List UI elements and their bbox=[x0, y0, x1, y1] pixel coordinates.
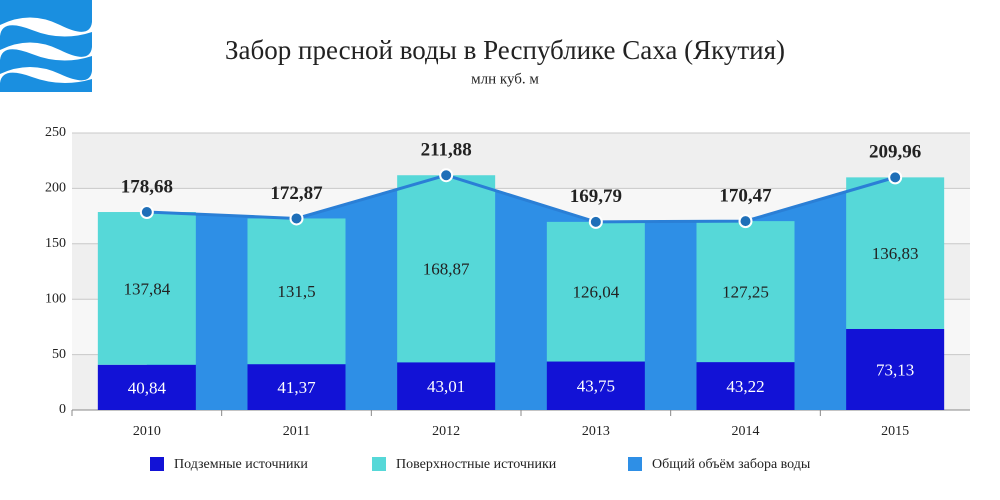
total-marker bbox=[139, 205, 154, 220]
total-marker bbox=[289, 211, 304, 226]
data-label: 43,01 bbox=[427, 377, 465, 396]
legend-swatch bbox=[628, 457, 642, 471]
legend-label: Подземные источники bbox=[174, 457, 308, 472]
data-label: 73,13 bbox=[876, 360, 914, 379]
data-label: 137,84 bbox=[123, 279, 170, 298]
y-tick-label: 0 bbox=[59, 402, 66, 417]
data-label: 40,84 bbox=[128, 378, 167, 397]
x-tick-label: 2010 bbox=[133, 424, 161, 439]
x-tick-label: 2014 bbox=[732, 424, 760, 439]
total-label: 209,96 bbox=[869, 142, 921, 163]
data-label: 136,83 bbox=[872, 244, 919, 263]
grid-band bbox=[72, 133, 970, 189]
y-tick-label: 150 bbox=[45, 236, 66, 251]
legend-swatch bbox=[150, 457, 164, 471]
data-label: 43,22 bbox=[726, 377, 764, 396]
data-label: 41,37 bbox=[277, 378, 316, 397]
data-label: 43,75 bbox=[577, 377, 615, 396]
data-label: 127,25 bbox=[722, 283, 769, 302]
legend-label: Поверхностные источники bbox=[396, 457, 557, 472]
total-label: 170,47 bbox=[719, 185, 772, 206]
bar-segment bbox=[546, 221, 645, 362]
x-tick-label: 2015 bbox=[881, 424, 909, 439]
bar-segment bbox=[546, 361, 645, 410]
bar-segment bbox=[247, 218, 346, 365]
total-line bbox=[146, 173, 896, 224]
y-tick-label: 100 bbox=[45, 291, 66, 306]
bar-segment bbox=[846, 177, 945, 329]
total-marker bbox=[439, 168, 454, 183]
y-tick-label: 250 bbox=[45, 125, 66, 140]
total-label: 172,87 bbox=[270, 183, 323, 204]
y-tick-label: 200 bbox=[45, 181, 66, 196]
data-label: 131,5 bbox=[277, 282, 315, 301]
bar-segment bbox=[846, 328, 945, 410]
total-label: 211,88 bbox=[421, 140, 472, 161]
chart-subtitle: млн куб. м bbox=[471, 71, 539, 87]
bar-segment bbox=[397, 362, 496, 410]
y-tick-label: 50 bbox=[52, 347, 66, 362]
total-label: 169,79 bbox=[570, 186, 622, 207]
bar-segment bbox=[247, 364, 346, 410]
total-label: 178,68 bbox=[121, 176, 173, 197]
x-tick-label: 2011 bbox=[283, 424, 310, 439]
bar-segment bbox=[97, 364, 196, 410]
logo bbox=[0, 0, 92, 92]
legend-swatch bbox=[372, 457, 386, 471]
data-label: 168,87 bbox=[423, 260, 470, 279]
total-marker bbox=[588, 214, 603, 229]
x-tick-label: 2013 bbox=[582, 424, 610, 439]
bar-segment bbox=[97, 212, 196, 365]
x-tick-label: 2012 bbox=[432, 424, 460, 439]
data-label: 126,04 bbox=[572, 283, 619, 302]
bar-segment bbox=[696, 221, 795, 363]
total-marker bbox=[888, 170, 903, 185]
legend-label: Общий объём забора воды bbox=[652, 457, 811, 472]
total-marker bbox=[738, 214, 753, 229]
chart-title: Забор пресной воды в Республике Саха (Як… bbox=[225, 35, 785, 65]
bar-segment bbox=[397, 175, 496, 363]
bar-segment bbox=[696, 362, 795, 410]
